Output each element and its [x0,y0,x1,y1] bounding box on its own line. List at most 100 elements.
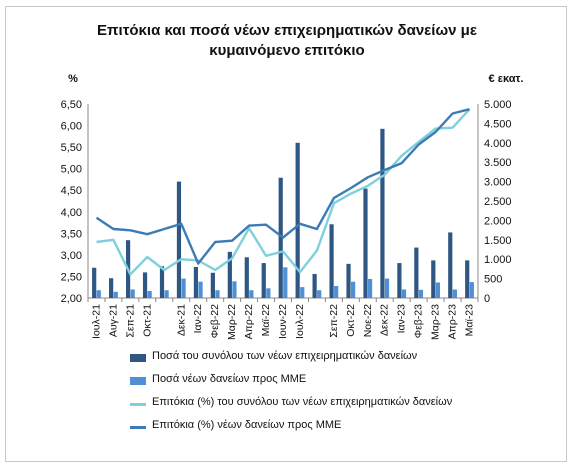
bar-total-amount [346,263,351,298]
x-tick-label: Ιαν-23 [396,304,408,334]
y-left-tick-label: 4,50 [61,185,82,197]
line-sme-rate [95,108,470,265]
y-right-tick-label: 2.500 [484,196,512,208]
bar-sme-amount [469,282,474,298]
bar-total-amount [210,272,215,298]
bar-total-amount [312,273,317,298]
y-right-tick-label: 0 [484,293,490,305]
chart-title: Επιτόκια και ποσά νέων επιχειρηματικών δ… [6,21,568,61]
bar-sme-amount [435,282,441,298]
y-left-tick-label: 3,00 [61,250,82,262]
bar-sme-amount [266,288,271,298]
y-right-tick-label: 500 [484,274,502,286]
bar-total-amount [363,188,368,298]
x-tick-label: Δεκ-21 [175,304,187,336]
y-left-tick-label: 6,50 [61,99,82,111]
bar-sme-amount [418,289,424,298]
x-tick-label: Μαϊ-23 [464,304,476,336]
bar-total-amount [176,181,182,298]
legend-label-sme-amount: Ποσά νέων δανείων προς ΜΜΕ [152,373,307,385]
x-tick-label: Φεβ-23 [413,304,425,338]
chart-title-line-2: κυμαινόμενο επιτόκιο [209,42,365,59]
y-left-tick-label: 2,50 [61,271,82,283]
bar-sme-amount [317,290,322,298]
legend-label-total-rate: Επιτόκια (%) του συνόλου των νέων επιχει… [152,396,453,408]
legend-item-sme-amount: Ποσά νέων δανείων προς ΜΜΕ [130,373,550,396]
bar-total-amount [227,251,232,298]
bar-sme-amount [367,278,373,298]
y-right-tick-label: 2.000 [484,215,512,227]
x-tick-label: Απρ-22 [243,304,255,340]
bar-total-amount [92,267,97,298]
x-tick-label: Ιαν-22 [192,304,204,334]
bar-total-amount [159,266,165,298]
legend-item-total-rate: Επιτόκια (%) του συνόλου των νέων επιχει… [130,396,550,419]
x-tick-label: Αυγ-21 [107,304,119,337]
bar-sme-amount [130,289,135,298]
bar-total-amount [278,177,283,298]
bar-sme-amount [249,290,254,298]
y-right-tick-label: 1.500 [484,235,512,247]
bar-total-amount [244,257,249,298]
bar-sme-amount [164,290,169,298]
legend-swatch-total-rate [130,403,146,406]
x-tick-label: Φεβ-22 [209,304,221,338]
bar-sme-amount [147,291,152,298]
x-tick-label: Σεπ-21 [124,304,136,338]
y-left-tick-label: 4,00 [61,207,82,219]
y-right-tick-label: 4.500 [484,118,512,130]
y-right-axis-label: € εκατ. [489,73,524,85]
legend-label-total-amount: Ποσά του συνόλου των νέων επιχειρηματικώ… [152,350,418,362]
y-right-tick-label: 3.500 [484,157,512,169]
bar-total-amount [329,224,334,298]
y-right-tick-label: 4.000 [484,138,512,150]
x-tick-label: Δεκ-22 [379,304,391,336]
x-tick-label: Απρ-23 [447,304,459,340]
bar-total-amount [465,260,470,298]
bar-sme-amount [181,278,186,298]
x-tick-label: Ιουλ-22 [294,304,306,339]
y-left-tick-label: 6,00 [61,121,82,133]
bar-total-amount [193,266,199,298]
y-left-tick-label: 3,50 [61,228,82,240]
bar-sme-amount [384,278,390,298]
bar-sme-amount [452,289,457,298]
x-tick-label: Μαρ-23 [430,304,442,340]
bar-sme-amount [215,290,220,298]
y-right-tick-label: 3.000 [484,177,512,189]
bar-total-amount [142,272,148,298]
x-tick-label: Σεπ-22 [328,304,340,338]
x-tick-label: Νοε-22 [362,304,374,337]
bar-total-amount [448,232,453,298]
bar-sme-amount [96,290,101,298]
legend-item-sme-rate: Επιτόκια (%) νέων δανείων προς ΜΜΕ [130,419,550,442]
bar-total-amount [431,260,436,298]
bar-sme-amount [401,289,407,298]
y-left-tick-label: 2,00 [61,293,82,305]
x-tick-label: Μαρ-22 [226,304,238,340]
bar-sme-amount [334,285,339,298]
bar-total-amount [380,128,385,298]
y-left-tick-label: 5,00 [61,164,82,176]
legend-label-sme-rate: Επιτόκια (%) νέων δανείων προς ΜΜΕ [152,419,342,431]
bar-sme-amount [113,291,118,298]
bar-sme-amount [198,281,203,298]
bar-sme-amount [300,287,305,298]
y-left-axis-label: % [68,73,78,85]
chart-legend: Ποσά του συνόλου των νέων επιχειρηματικώ… [130,350,550,442]
chart-title-line-1: Επιτόκια και ποσά νέων επιχειρηματικών δ… [97,22,477,39]
legend-item-total-amount: Ποσά του συνόλου των νέων επιχειρηματικώ… [130,350,550,373]
line-total-rate [96,108,471,276]
x-tick-label: Οκτ-22 [345,304,357,337]
x-tick-label: Ιουν-22 [277,304,289,339]
bar-total-amount [295,142,300,298]
x-tick-label: Μαϊ-22 [260,304,272,336]
bar-total-amount [261,263,266,298]
legend-swatch-total-amount [130,354,146,362]
bar-sme-amount [351,281,356,298]
bar-sme-amount [283,267,288,298]
x-tick-label: Ιουλ-21 [90,304,102,339]
bar-sme-amount [232,281,237,298]
bar-total-amount [109,278,114,298]
